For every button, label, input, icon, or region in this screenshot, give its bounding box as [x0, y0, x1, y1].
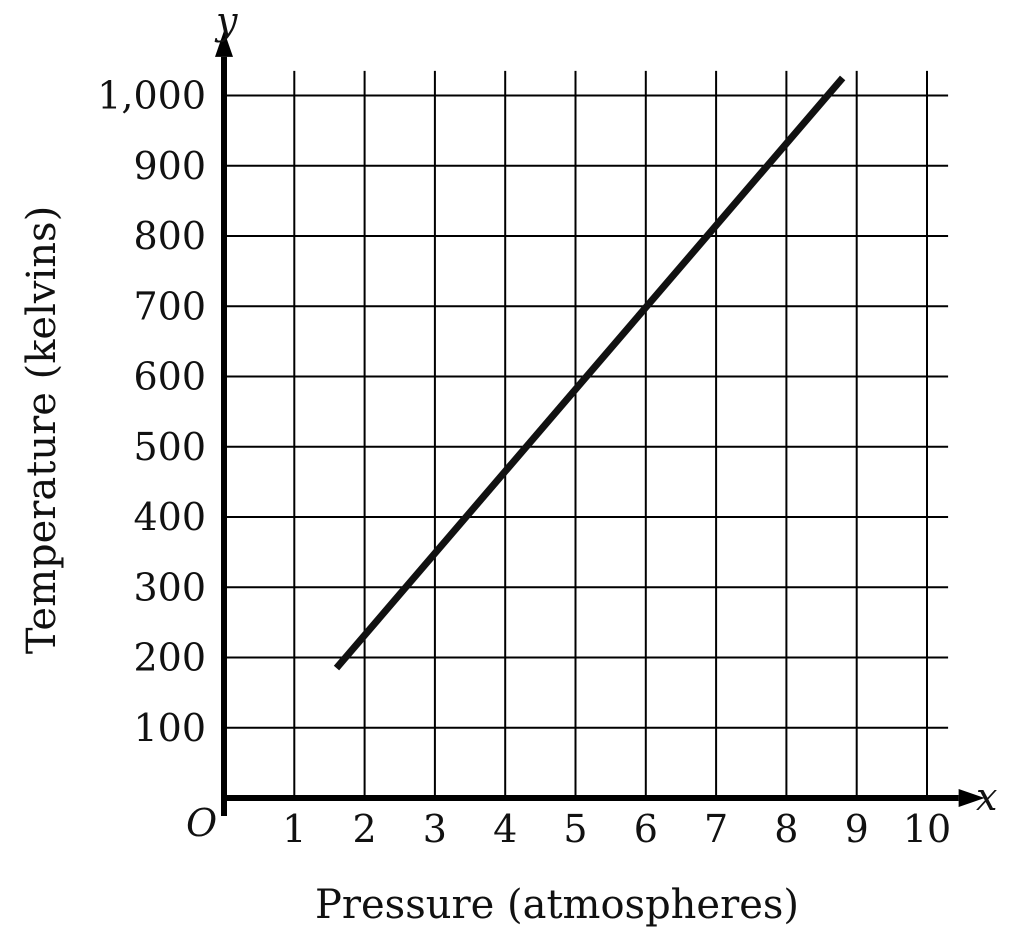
origin-label: O — [186, 801, 217, 845]
y-axis-symbol: y — [214, 0, 238, 43]
x-tick-label: 7 — [704, 807, 728, 851]
y-tick-label: 900 — [133, 144, 206, 188]
x-tick-label: 9 — [845, 807, 869, 851]
axes — [215, 30, 985, 816]
y-tick-label: 400 — [133, 495, 206, 539]
x-axis-arrowhead — [958, 789, 985, 807]
x-tick-label: 6 — [634, 807, 658, 851]
y-tick-label: 600 — [133, 355, 206, 399]
series-line — [333, 75, 846, 671]
x-tick-label: 4 — [493, 807, 517, 851]
y-tick-label: 800 — [133, 214, 206, 258]
labels-layer: Pressure (atmospheres) Temperature (kelv… — [19, 0, 997, 928]
x-tick-label: 1 — [282, 807, 306, 851]
y-axis-title: Temperature (kelvins) — [19, 206, 65, 654]
x-tick-label: 8 — [774, 807, 798, 851]
x-axis-title: Pressure (atmospheres) — [315, 882, 799, 928]
y-tick-label: 100 — [133, 706, 206, 750]
y-tick-label: 1,000 — [97, 74, 206, 118]
x-tick-label: 3 — [423, 807, 447, 851]
y-tick-label: 300 — [133, 565, 206, 609]
x-tick-label: 2 — [353, 807, 377, 851]
x-tick-label: 5 — [563, 807, 587, 851]
y-axis-arrowhead — [215, 30, 233, 57]
grid — [224, 70, 949, 798]
x-axis-symbol: x — [976, 775, 997, 819]
series-layer — [333, 75, 846, 671]
y-tick-label: 700 — [133, 284, 206, 328]
x-tick-label: 10 — [903, 807, 951, 851]
y-tick-label: 200 — [133, 636, 206, 680]
y-tick-label: 500 — [133, 425, 206, 469]
